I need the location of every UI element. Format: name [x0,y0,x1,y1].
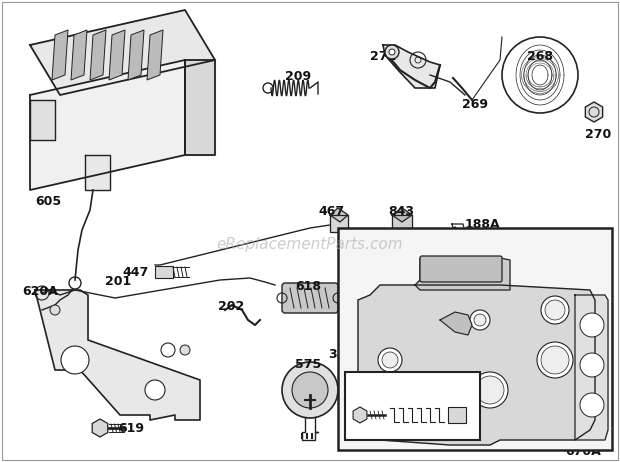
Circle shape [282,362,338,418]
Circle shape [474,314,486,326]
Circle shape [385,45,399,59]
Circle shape [580,313,604,337]
Text: 575: 575 [295,358,321,371]
Polygon shape [358,285,595,445]
Circle shape [292,372,328,408]
Circle shape [541,296,569,324]
Polygon shape [30,60,185,190]
Polygon shape [85,155,110,190]
Circle shape [580,353,604,377]
Circle shape [537,342,573,378]
Text: 188A: 188A [465,218,500,231]
Circle shape [476,376,504,404]
Polygon shape [30,100,55,140]
Text: 620A: 620A [22,285,58,298]
Circle shape [145,380,165,400]
FancyBboxPatch shape [448,407,466,423]
Text: 202: 202 [218,300,244,313]
Text: 268: 268 [527,50,553,63]
Circle shape [180,345,190,355]
Polygon shape [30,10,215,95]
Circle shape [389,49,395,55]
Text: 621: 621 [490,440,516,453]
Polygon shape [128,30,144,80]
Polygon shape [585,102,603,122]
FancyBboxPatch shape [400,285,422,303]
Text: 670A: 670A [565,445,601,458]
Text: 271: 271 [370,50,396,63]
Circle shape [472,372,508,408]
Circle shape [541,346,569,374]
Text: 353: 353 [368,320,394,333]
Text: 354: 354 [328,348,354,361]
Circle shape [408,322,422,336]
Circle shape [382,352,398,368]
Text: 201: 201 [105,275,131,288]
Polygon shape [392,215,412,232]
Text: 618: 618 [295,280,321,293]
Text: eReplacementParts.com: eReplacementParts.com [216,237,404,253]
Circle shape [580,393,604,417]
Text: 620: 620 [582,231,608,244]
Polygon shape [155,266,173,278]
Polygon shape [35,290,200,420]
Text: 520: 520 [402,312,428,325]
Polygon shape [440,312,472,335]
Circle shape [61,346,89,374]
Polygon shape [392,208,412,222]
Polygon shape [52,30,68,80]
FancyBboxPatch shape [420,256,502,282]
Circle shape [381,411,399,429]
Polygon shape [109,30,125,80]
Circle shape [470,310,490,330]
Text: 209: 209 [285,70,311,83]
FancyBboxPatch shape [338,228,612,450]
FancyBboxPatch shape [338,376,350,384]
Circle shape [545,300,565,320]
Text: 843: 843 [388,205,414,218]
FancyBboxPatch shape [338,386,350,394]
Circle shape [354,352,366,364]
Text: 467: 467 [318,205,344,218]
Polygon shape [92,419,108,437]
Polygon shape [415,258,510,290]
Circle shape [346,344,374,372]
Polygon shape [90,30,106,80]
FancyBboxPatch shape [338,396,350,404]
Circle shape [161,343,175,357]
Circle shape [378,348,402,372]
Text: 447: 447 [122,266,148,279]
FancyBboxPatch shape [282,283,338,313]
Text: 270: 270 [585,128,611,141]
Polygon shape [330,215,348,232]
Text: 605: 605 [35,195,61,208]
Text: 985: 985 [400,276,426,289]
Circle shape [50,305,60,315]
Polygon shape [185,60,215,155]
FancyBboxPatch shape [345,372,480,440]
Polygon shape [383,45,440,88]
Polygon shape [400,318,430,340]
Polygon shape [71,30,87,80]
Text: 98A: 98A [360,377,381,387]
Circle shape [377,407,403,433]
Polygon shape [147,30,163,80]
Text: 269: 269 [462,98,488,111]
Polygon shape [330,208,348,222]
Text: 619: 619 [118,422,144,435]
Polygon shape [575,295,608,440]
Polygon shape [353,407,367,423]
